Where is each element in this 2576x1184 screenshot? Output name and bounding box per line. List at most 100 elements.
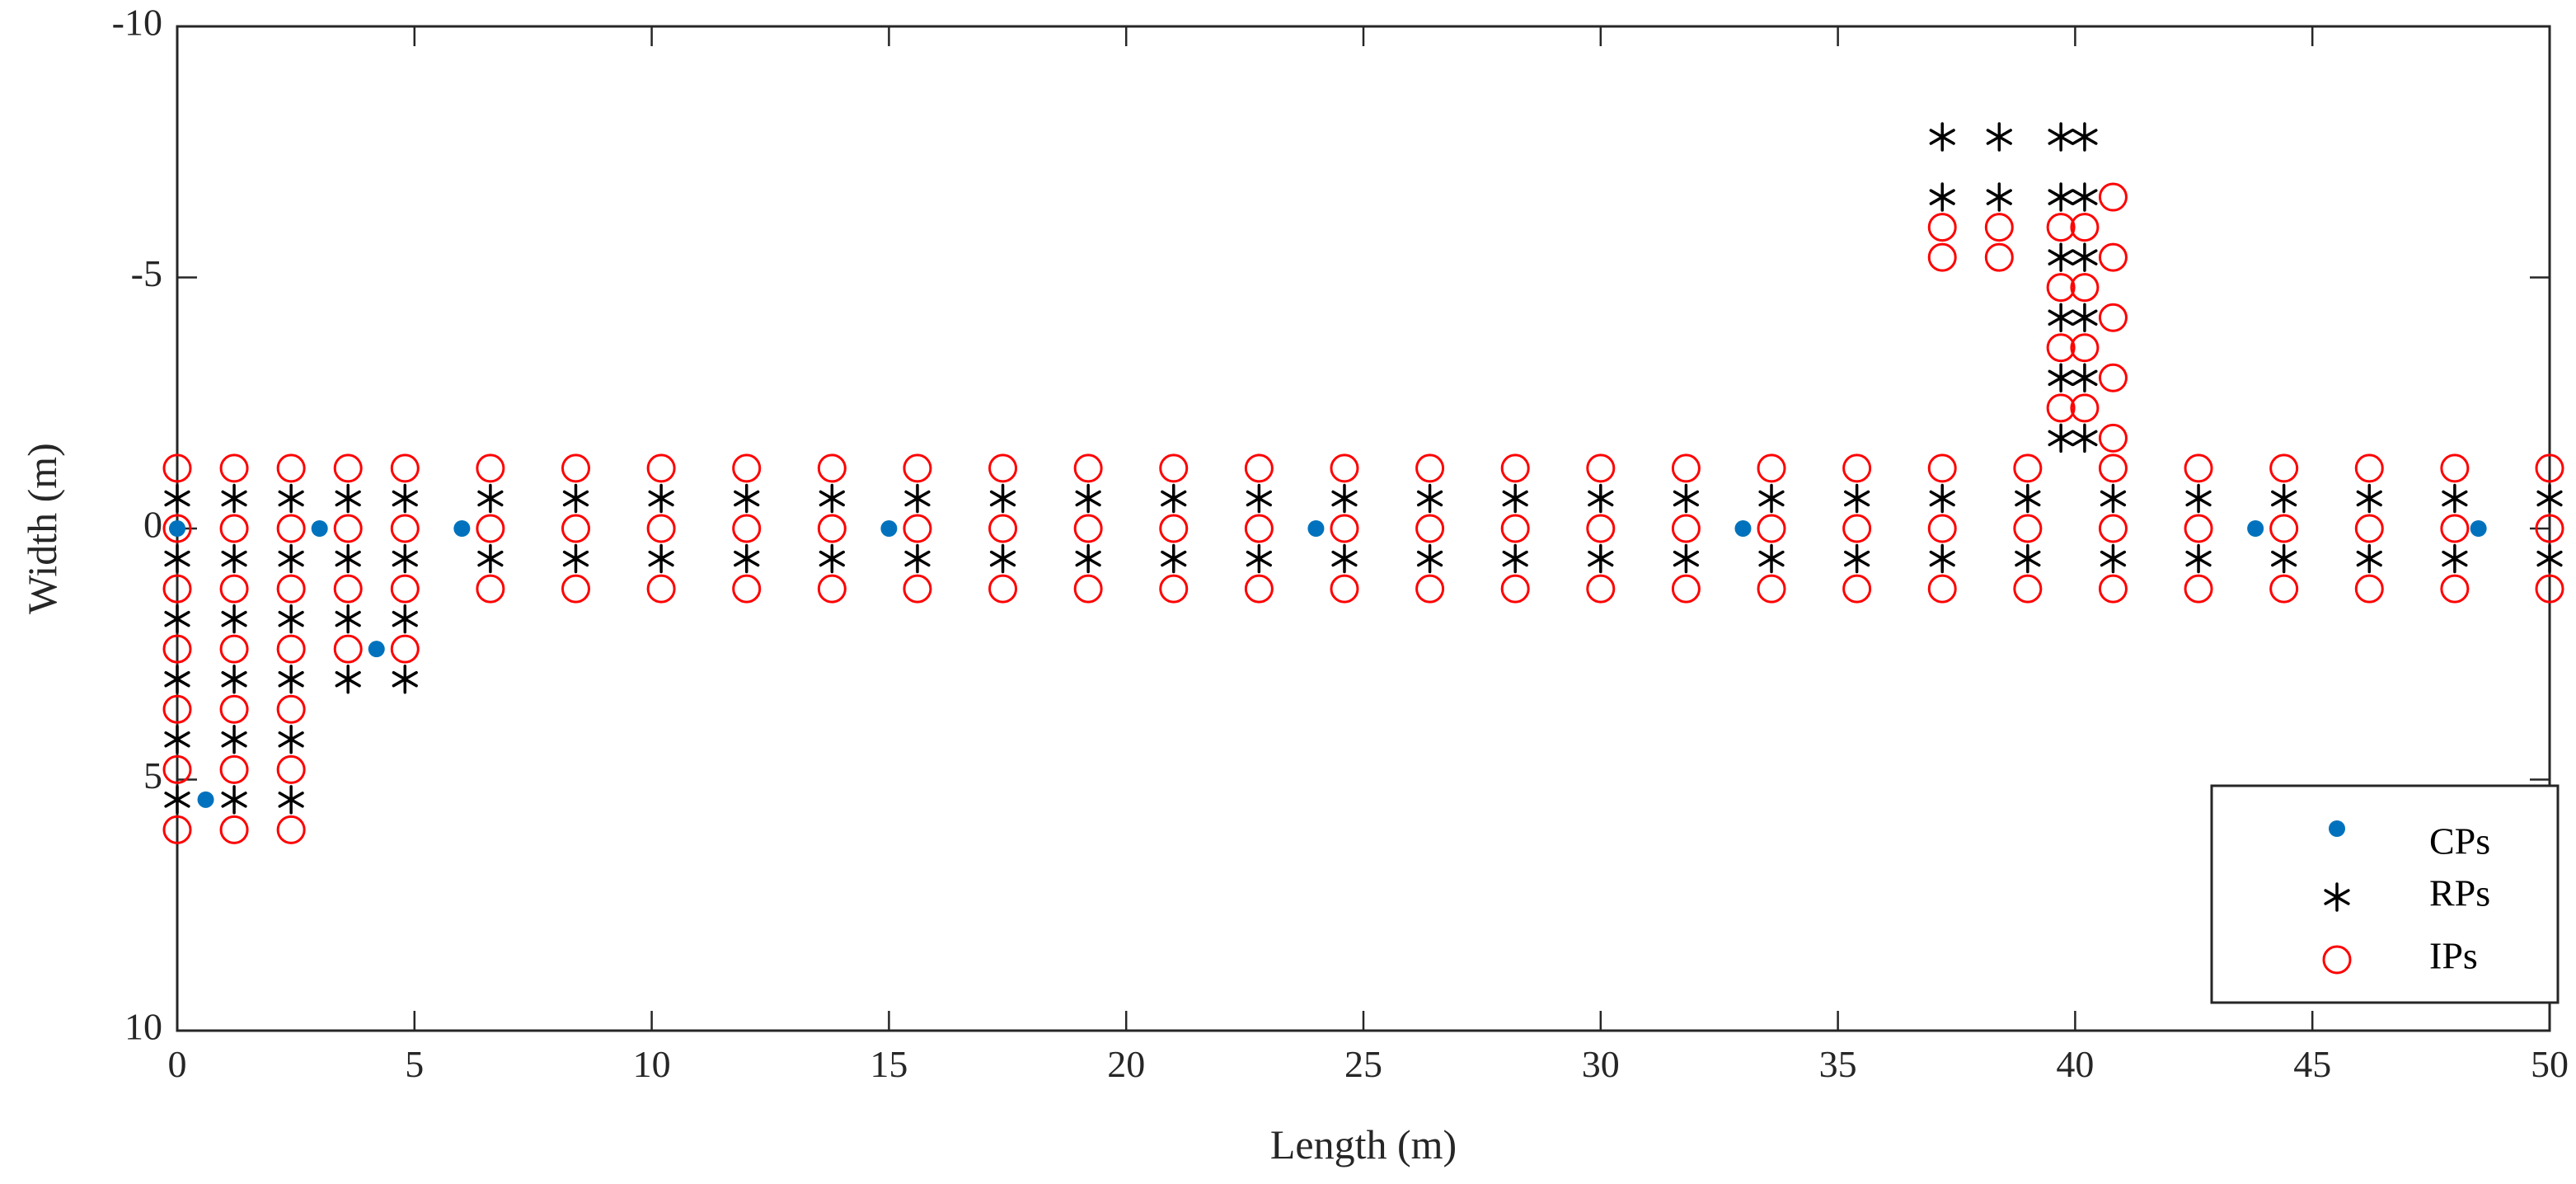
ip-point xyxy=(1927,574,1957,604)
ip-point xyxy=(2354,453,2384,483)
ip-point xyxy=(219,754,249,784)
rp-point xyxy=(1588,543,1614,574)
rp-point xyxy=(164,785,190,815)
asterisk-stroke xyxy=(2100,490,2127,507)
cp-point xyxy=(1734,520,1752,537)
rp-point xyxy=(1161,483,1187,514)
ip-point xyxy=(2098,574,2128,604)
x-tick-label: 10 xyxy=(633,1043,671,1085)
ip-point xyxy=(2046,393,2076,423)
rp-point xyxy=(1161,543,1187,574)
ip-point xyxy=(2046,333,2076,363)
ip-point xyxy=(390,514,420,543)
asterisk-stroke xyxy=(164,550,190,567)
ip-point xyxy=(1159,574,1189,604)
ip-point xyxy=(219,694,249,724)
rp-point xyxy=(2442,543,2468,574)
ip-point xyxy=(2440,514,2470,543)
rp-point xyxy=(1416,543,1443,574)
asterisk-stroke xyxy=(734,550,760,567)
asterisk-stroke xyxy=(2536,490,2563,507)
rp-point xyxy=(221,725,247,754)
rp-point xyxy=(1331,543,1358,574)
rp-point xyxy=(392,664,418,694)
rp-point xyxy=(1075,543,1101,574)
rp-point xyxy=(2072,363,2098,393)
x-tick-label: 5 xyxy=(405,1043,424,1085)
ip-point xyxy=(2184,574,2213,604)
asterisk-stroke xyxy=(2324,889,2350,905)
rp-point xyxy=(392,604,418,634)
ip-point xyxy=(1415,574,1445,604)
ip-point xyxy=(988,574,1018,604)
ip-point xyxy=(333,574,363,604)
asterisk-stroke xyxy=(1161,550,1187,567)
rp-point xyxy=(392,483,418,514)
legend-box xyxy=(2210,784,2560,1004)
rp-point xyxy=(164,483,190,514)
ip-point xyxy=(2070,273,2100,303)
asterisk-stroke xyxy=(2185,490,2212,507)
rp-point xyxy=(278,785,304,815)
rp-point xyxy=(2048,122,2074,152)
ip-point xyxy=(1330,453,1359,483)
rp-point xyxy=(2271,483,2297,514)
asterisk-stroke xyxy=(1331,550,1358,567)
asterisk-stroke xyxy=(819,550,845,567)
rp-point xyxy=(2536,483,2563,514)
rp-point xyxy=(1673,543,1700,574)
ip-point xyxy=(2098,423,2128,453)
asterisk-stroke xyxy=(164,731,190,748)
rp-point xyxy=(278,725,304,754)
data-marks xyxy=(162,122,2564,844)
ip-point xyxy=(1984,213,2014,242)
ip-point xyxy=(1415,514,1445,543)
ip-point xyxy=(1586,574,1616,604)
ip-point xyxy=(1927,213,1957,242)
asterisk-stroke xyxy=(1331,490,1358,507)
asterisk-stroke xyxy=(1844,490,1870,507)
ip-point xyxy=(1159,514,1189,543)
ip-point xyxy=(1330,514,1359,543)
ip-point xyxy=(2269,514,2299,543)
cp-point xyxy=(1307,520,1325,537)
asterisk-stroke xyxy=(392,550,418,567)
x-tick-label: 30 xyxy=(1582,1043,1620,1085)
rp-point xyxy=(2100,483,2127,514)
asterisk-stroke xyxy=(221,550,247,567)
ip-point xyxy=(1500,574,1530,604)
ip-point xyxy=(390,453,420,483)
asterisk-stroke xyxy=(2271,490,2297,507)
rp-point xyxy=(335,604,361,634)
rp-point xyxy=(1502,483,1528,514)
rp-point xyxy=(2271,543,2297,574)
y-tick-label: -10 xyxy=(112,2,162,44)
rp-point xyxy=(819,543,845,574)
rp-point xyxy=(2015,543,2041,574)
asterisk-stroke xyxy=(392,490,418,507)
asterisk-stroke xyxy=(2048,129,2074,145)
ip-point xyxy=(2535,453,2564,483)
asterisk-stroke xyxy=(819,490,845,507)
asterisk-stroke xyxy=(2072,309,2098,326)
rp-point xyxy=(1246,543,1272,574)
ip-point xyxy=(1671,514,1701,543)
asterisk-stroke xyxy=(2048,249,2074,265)
asterisk-stroke xyxy=(477,490,504,507)
ip-point xyxy=(1757,514,1786,543)
asterisk-stroke xyxy=(904,550,931,567)
ip-point xyxy=(276,634,306,664)
rp-point xyxy=(2072,122,2098,152)
rp-point xyxy=(1075,483,1101,514)
rp-point xyxy=(1986,122,2012,152)
ip-point xyxy=(2440,453,2470,483)
rp-point xyxy=(2356,483,2382,514)
ip-point xyxy=(2013,453,2043,483)
legend-marker-ips xyxy=(2322,945,2352,975)
y-tick-label: 10 xyxy=(124,1006,162,1048)
asterisk-stroke xyxy=(164,490,190,507)
rp-point xyxy=(477,483,504,514)
ip-point xyxy=(2269,453,2299,483)
asterisk-stroke xyxy=(648,490,674,507)
ip-point xyxy=(390,574,420,604)
